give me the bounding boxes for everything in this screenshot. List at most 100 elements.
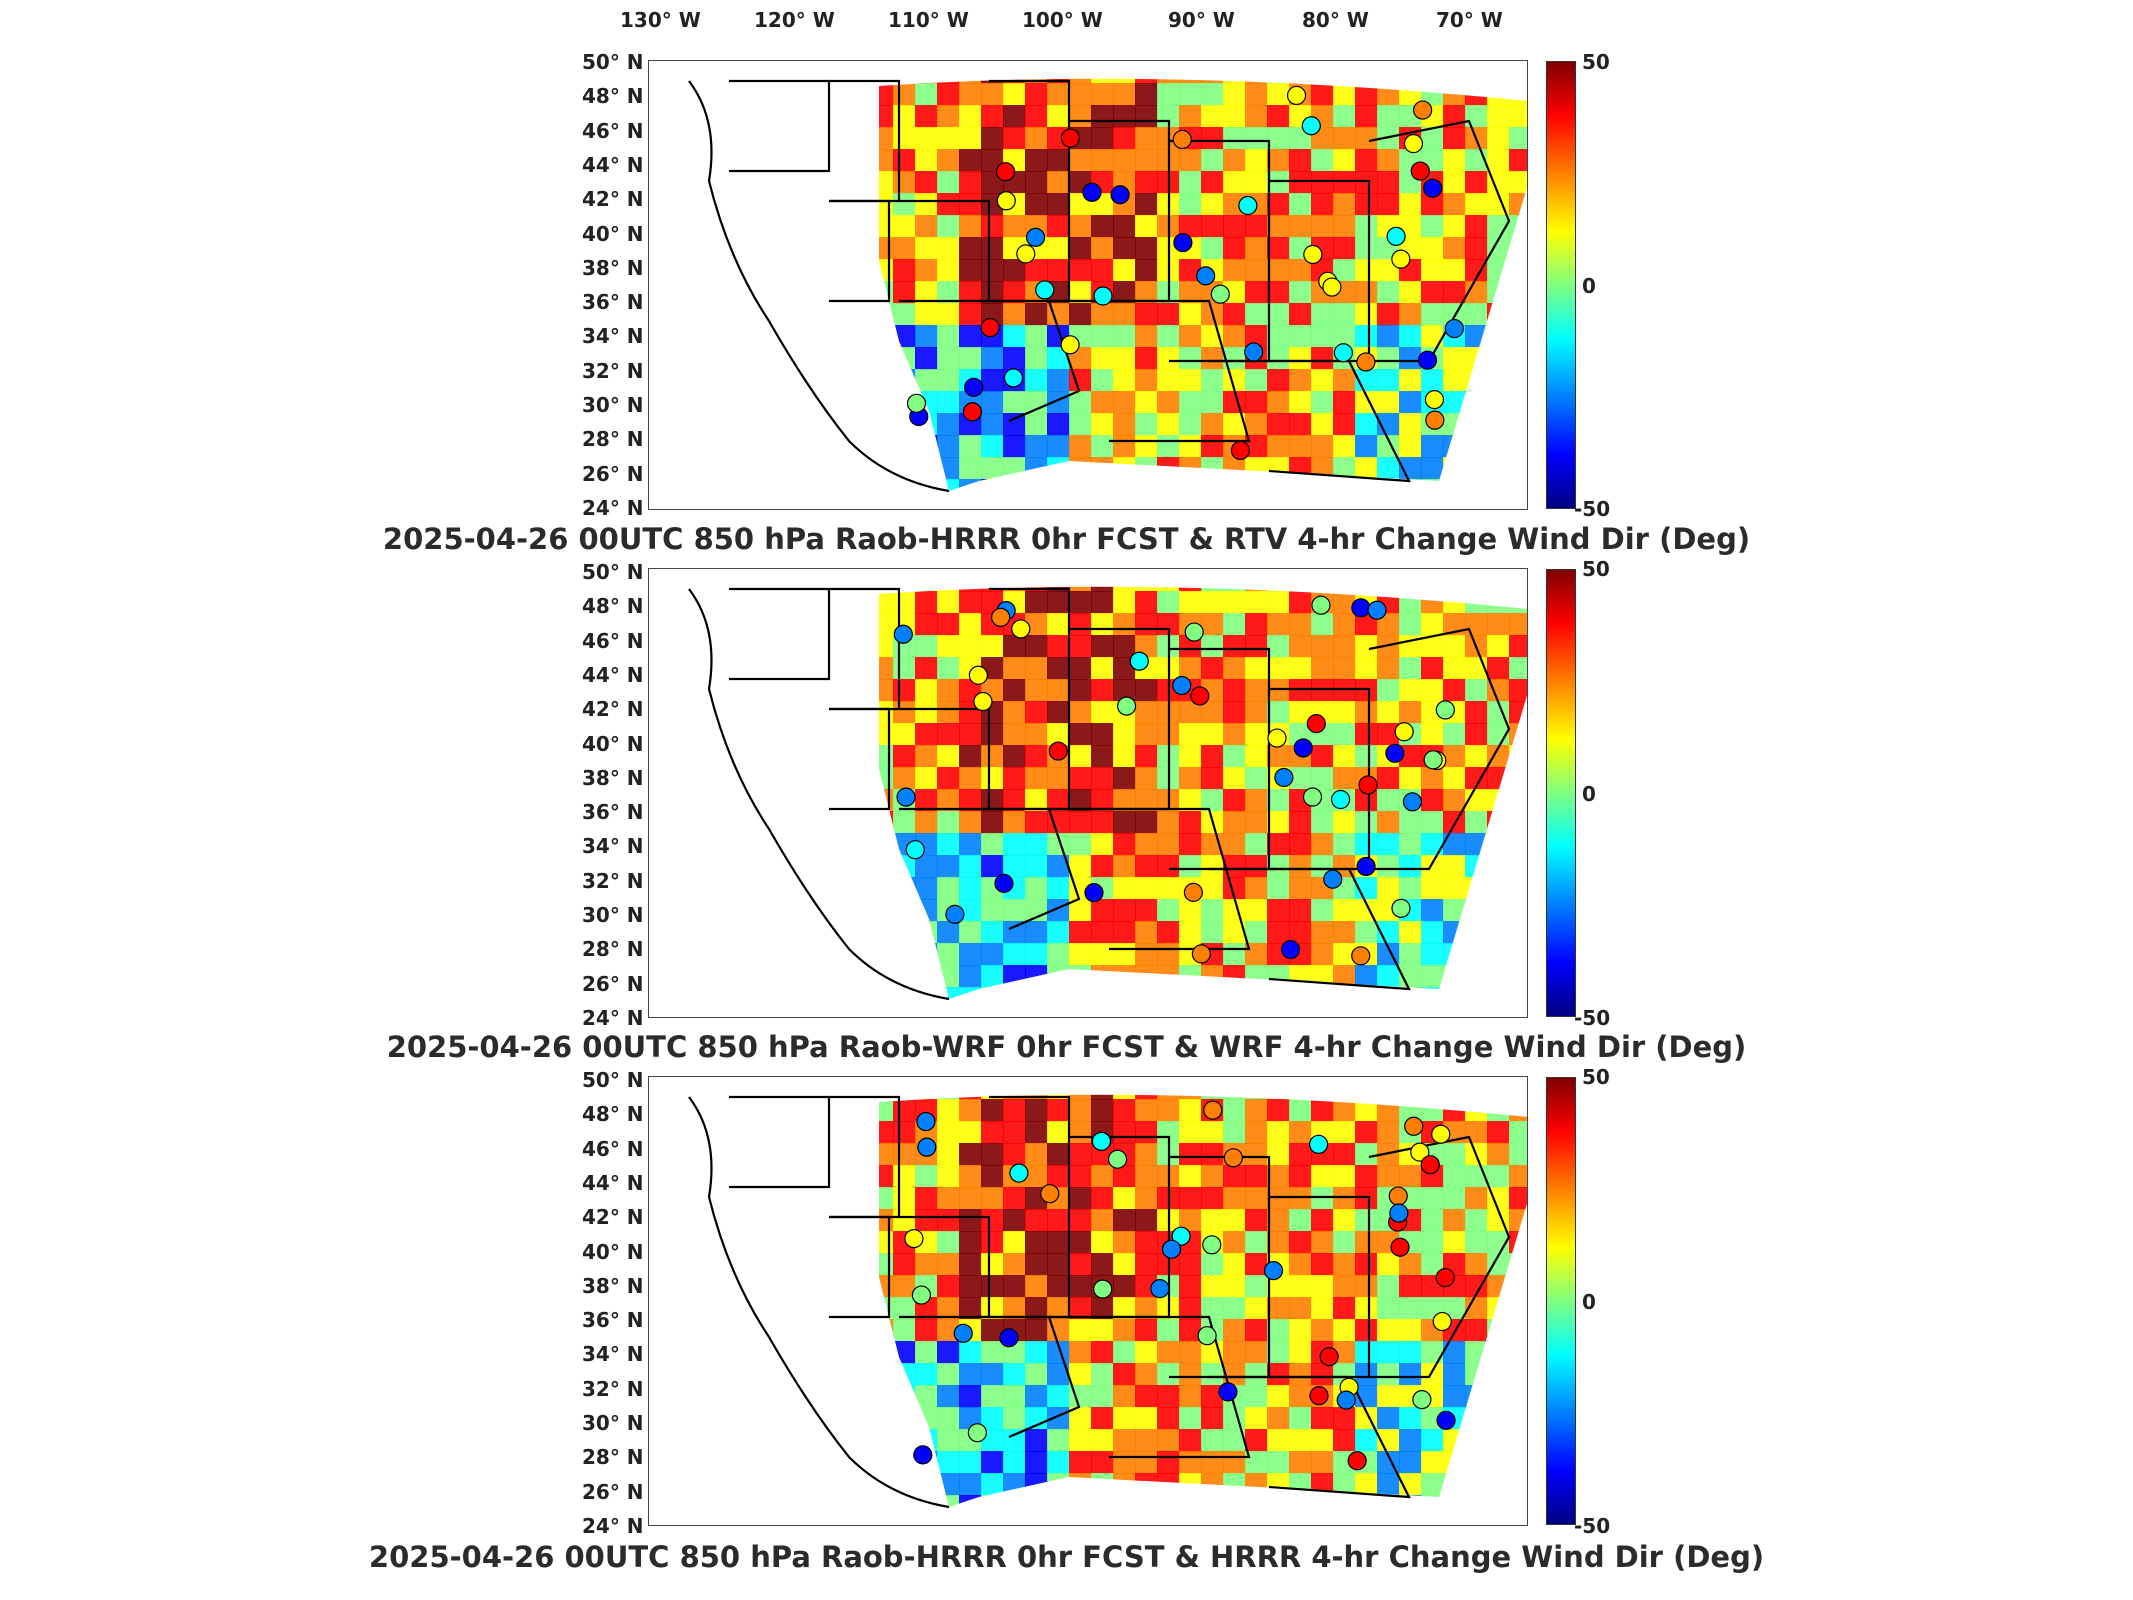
- colorbar-min-label-2: -50: [1574, 1006, 1611, 1030]
- raob-station-marker: [1303, 244, 1323, 265]
- raob-station-marker: [1202, 1235, 1222, 1255]
- raob-station-marker: [1309, 1386, 1329, 1406]
- raob-station-marker: [1308, 1134, 1329, 1154]
- raob-station-marker: [1060, 335, 1080, 355]
- raob-station-marker: [904, 1229, 924, 1249]
- raob-station-marker: [1293, 738, 1313, 758]
- lat-label-3-12: 26° N: [582, 1479, 644, 1504]
- raob-station-marker: [1391, 249, 1411, 269]
- raob-station-marker: [1420, 1155, 1440, 1175]
- lat-label-2-5: 40° N: [582, 731, 644, 756]
- raob-station-marker: [1417, 350, 1438, 370]
- raob-station-marker: [1389, 1203, 1409, 1223]
- colorbar-min-label-3: -50: [1574, 1514, 1611, 1538]
- wind-direction-map-1: [688, 78, 1527, 493]
- raob-station-marker: [1410, 1142, 1430, 1162]
- raob-station-marker: [968, 665, 988, 685]
- raob-station-marker: [1093, 286, 1113, 306]
- raob-station-marker: [1082, 182, 1102, 202]
- raob-station-marker: [994, 873, 1014, 893]
- boundary-line: [1368, 1135, 1511, 1379]
- raob-station-marker: [1425, 410, 1445, 430]
- lat-label-2-3: 44° N: [582, 662, 644, 687]
- raob-station-marker: [1263, 1260, 1284, 1281]
- raob-station-marker: [1322, 277, 1342, 297]
- colorbar-max-label-2: 50: [1582, 557, 1610, 581]
- lat-label-1-4: 42° N: [582, 187, 644, 212]
- raob-station-marker: [1356, 352, 1376, 372]
- raob-station-marker: [1347, 1451, 1367, 1471]
- raob-station-marker: [1423, 178, 1443, 198]
- map-frame-1: [648, 60, 1528, 510]
- boundary-line: [1209, 359, 1411, 483]
- lat-label-2-1: 48° N: [582, 594, 644, 619]
- boundary-line: [899, 199, 991, 303]
- raob-station-marker: [1223, 1148, 1243, 1168]
- raob-station-marker: [1116, 696, 1137, 716]
- raob-station-marker: [1388, 1186, 1408, 1206]
- raob-station-marker: [1286, 85, 1307, 106]
- lon-label-80w: 80° W: [1302, 8, 1369, 32]
- raob-station-marker: [1107, 1149, 1128, 1169]
- raob-station-marker: [893, 624, 913, 644]
- raob-station-marker: [1390, 1237, 1410, 1257]
- raob-station-marker: [911, 1285, 932, 1305]
- lat-label-1-1: 48° N: [582, 84, 644, 109]
- colorbar-max-label-3: 50: [1582, 1065, 1610, 1089]
- panel-title-1: 2025-04-26 00UTC 850 hPa Raob-HRRR 0hr F…: [382, 522, 1751, 556]
- raob-station-marker: [1336, 1390, 1356, 1410]
- lat-label-3-10: 30° N: [582, 1411, 644, 1436]
- raob-station-marker: [1280, 939, 1301, 960]
- colorbar-mid-label-1: 0: [1582, 274, 1596, 298]
- raob-station-marker: [1184, 622, 1204, 642]
- raob-station-marker: [1173, 233, 1193, 253]
- lat-label-3-4: 42° N: [582, 1205, 644, 1230]
- raob-station-marker: [1093, 1279, 1113, 1299]
- raob-station-marker: [917, 1137, 937, 1157]
- boundary-line: [899, 707, 991, 811]
- boundary-line: [979, 1315, 1081, 1439]
- raob-station-marker: [967, 1423, 987, 1443]
- lat-label-2-7: 36° N: [582, 800, 644, 825]
- raob-station-marker: [1319, 1347, 1339, 1367]
- lat-label-3-8: 34° N: [582, 1342, 644, 1367]
- boundary-line: [688, 588, 950, 1001]
- raob-station-marker: [1435, 700, 1455, 720]
- raob-station-marker: [1197, 1326, 1217, 1346]
- raob-station-marker: [1311, 595, 1331, 615]
- lat-label-1-7: 36° N: [582, 290, 644, 315]
- lat-label-2-4: 42° N: [582, 697, 644, 722]
- colorbar-mid-label-2: 0: [1582, 782, 1596, 806]
- lat-label-1-8: 34° N: [582, 324, 644, 349]
- raob-station-marker: [995, 162, 1016, 182]
- raob-station-marker: [1060, 128, 1080, 148]
- raob-station-marker: [913, 1445, 933, 1465]
- raob-station-marker: [1190, 686, 1210, 706]
- raob-station-marker: [1172, 129, 1192, 150]
- wind-direction-map-2: [688, 586, 1527, 1001]
- raob-station-marker: [1003, 368, 1024, 388]
- lat-label-2-6: 38° N: [582, 765, 644, 790]
- lat-label-1-5: 40° N: [582, 221, 644, 246]
- colorbar-2: [1546, 569, 1576, 1017]
- lat-label-1-11: 28° N: [582, 427, 644, 452]
- raob-station-marker: [896, 787, 916, 807]
- lon-label-100w: 100° W: [1022, 8, 1103, 32]
- raob-station-marker: [1432, 1311, 1452, 1332]
- raob-station-marker: [962, 402, 983, 422]
- raob-station-marker: [1367, 600, 1387, 620]
- raob-station-marker: [945, 904, 965, 924]
- wind-field: [879, 1094, 1527, 1508]
- raob-station-marker: [1412, 1389, 1432, 1410]
- raob-station-marker: [906, 393, 927, 413]
- raob-station-marker: [1171, 1226, 1191, 1246]
- lon-label-90w: 90° W: [1168, 8, 1235, 32]
- raob-station-marker: [1391, 898, 1411, 918]
- map-frame-2: [648, 568, 1528, 1018]
- raob-station-marker: [1413, 100, 1433, 120]
- wind-field: [879, 78, 1527, 492]
- raob-station-marker: [1351, 598, 1371, 618]
- raob-station-marker: [1431, 1124, 1451, 1144]
- raob-station-marker: [1196, 266, 1216, 286]
- boundary-line: [729, 1095, 831, 1189]
